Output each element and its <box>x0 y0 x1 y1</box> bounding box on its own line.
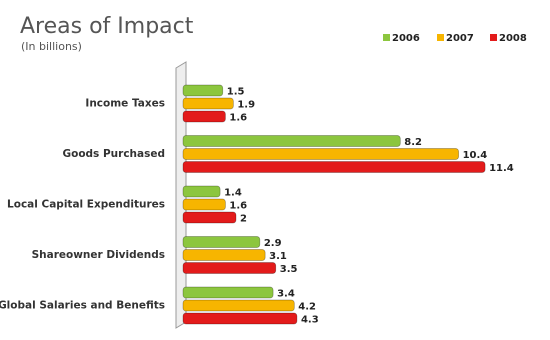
data-label: 4.2 <box>298 302 316 313</box>
data-label: 4.3 <box>301 315 319 326</box>
legend-swatch <box>490 34 497 41</box>
bar <box>182 249 266 261</box>
bar <box>182 97 234 110</box>
data-label: 1.6 <box>229 201 247 212</box>
bar <box>182 185 221 198</box>
bar <box>182 161 486 173</box>
legend-label: 2006 <box>392 33 420 44</box>
bar <box>182 148 459 160</box>
legend-label: 2007 <box>446 33 474 44</box>
data-label: 2 <box>240 214 247 225</box>
data-label: 8.2 <box>404 137 422 148</box>
data-label: 3.5 <box>280 264 298 275</box>
data-label: 2.9 <box>264 238 282 249</box>
chart-title: Areas of Impact <box>20 14 194 39</box>
legend-swatch <box>437 34 444 41</box>
data-label: 11.4 <box>489 163 514 174</box>
y-tick-label: Local Capital Expenditures <box>7 199 165 211</box>
data-label: 1.5 <box>227 87 245 98</box>
bar <box>182 198 226 211</box>
legend-swatch <box>383 34 390 41</box>
bar <box>182 110 226 123</box>
data-label: 3.4 <box>277 289 295 300</box>
y-tick-label: Goods Purchased <box>63 148 166 160</box>
legend-label: 2008 <box>499 33 527 44</box>
bar <box>182 299 295 312</box>
y-tick-label: Income Taxes <box>85 98 165 110</box>
data-label: 1.6 <box>229 113 247 124</box>
bar <box>182 312 298 325</box>
data-label: 1.9 <box>237 100 255 111</box>
y-tick-label: Shareowner Dividends <box>32 249 165 261</box>
data-label: 10.4 <box>463 150 488 161</box>
data-label: 3.1 <box>269 251 287 262</box>
chart-subtitle: (In billions) <box>21 40 82 53</box>
y-tick-label: Global Salaries and Benefits <box>0 300 165 312</box>
bar <box>182 84 224 97</box>
bar <box>182 211 237 224</box>
data-label: 1.4 <box>224 188 242 199</box>
bar <box>182 135 401 147</box>
bar <box>182 236 261 248</box>
bar <box>182 262 277 274</box>
bar <box>182 286 274 299</box>
